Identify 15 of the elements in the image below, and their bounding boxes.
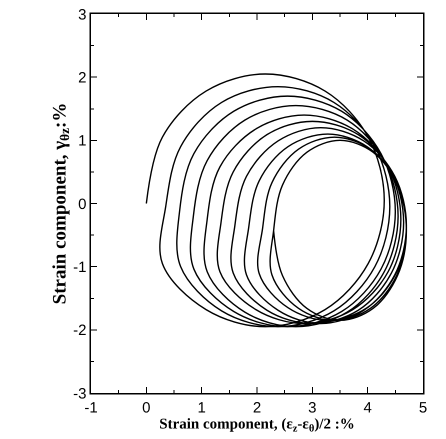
y-tick-label: -2 [73,322,86,340]
x-tick-label: 4 [364,400,372,416]
y-tick-label: 3 [78,6,86,24]
x-tick-label: 2 [252,400,262,416]
y-tick-label: -1 [73,258,86,276]
y-tick-label: -3 [73,385,86,402]
y-tick-label: 0 [78,196,86,213]
y-tick-label: 2 [78,69,86,86]
x-axis-title: Strain component, (ε$_{z}$-ε$_{θ}$)/2 :% [159,416,355,435]
x-tick-label: 3 [308,400,316,416]
line-series [146,73,408,328]
x-tick-label: 5 [418,400,428,416]
x-tick-label: 1 [198,400,206,416]
x-tick-label: 0 [142,400,150,416]
y-tick-label: 1 [78,132,86,150]
